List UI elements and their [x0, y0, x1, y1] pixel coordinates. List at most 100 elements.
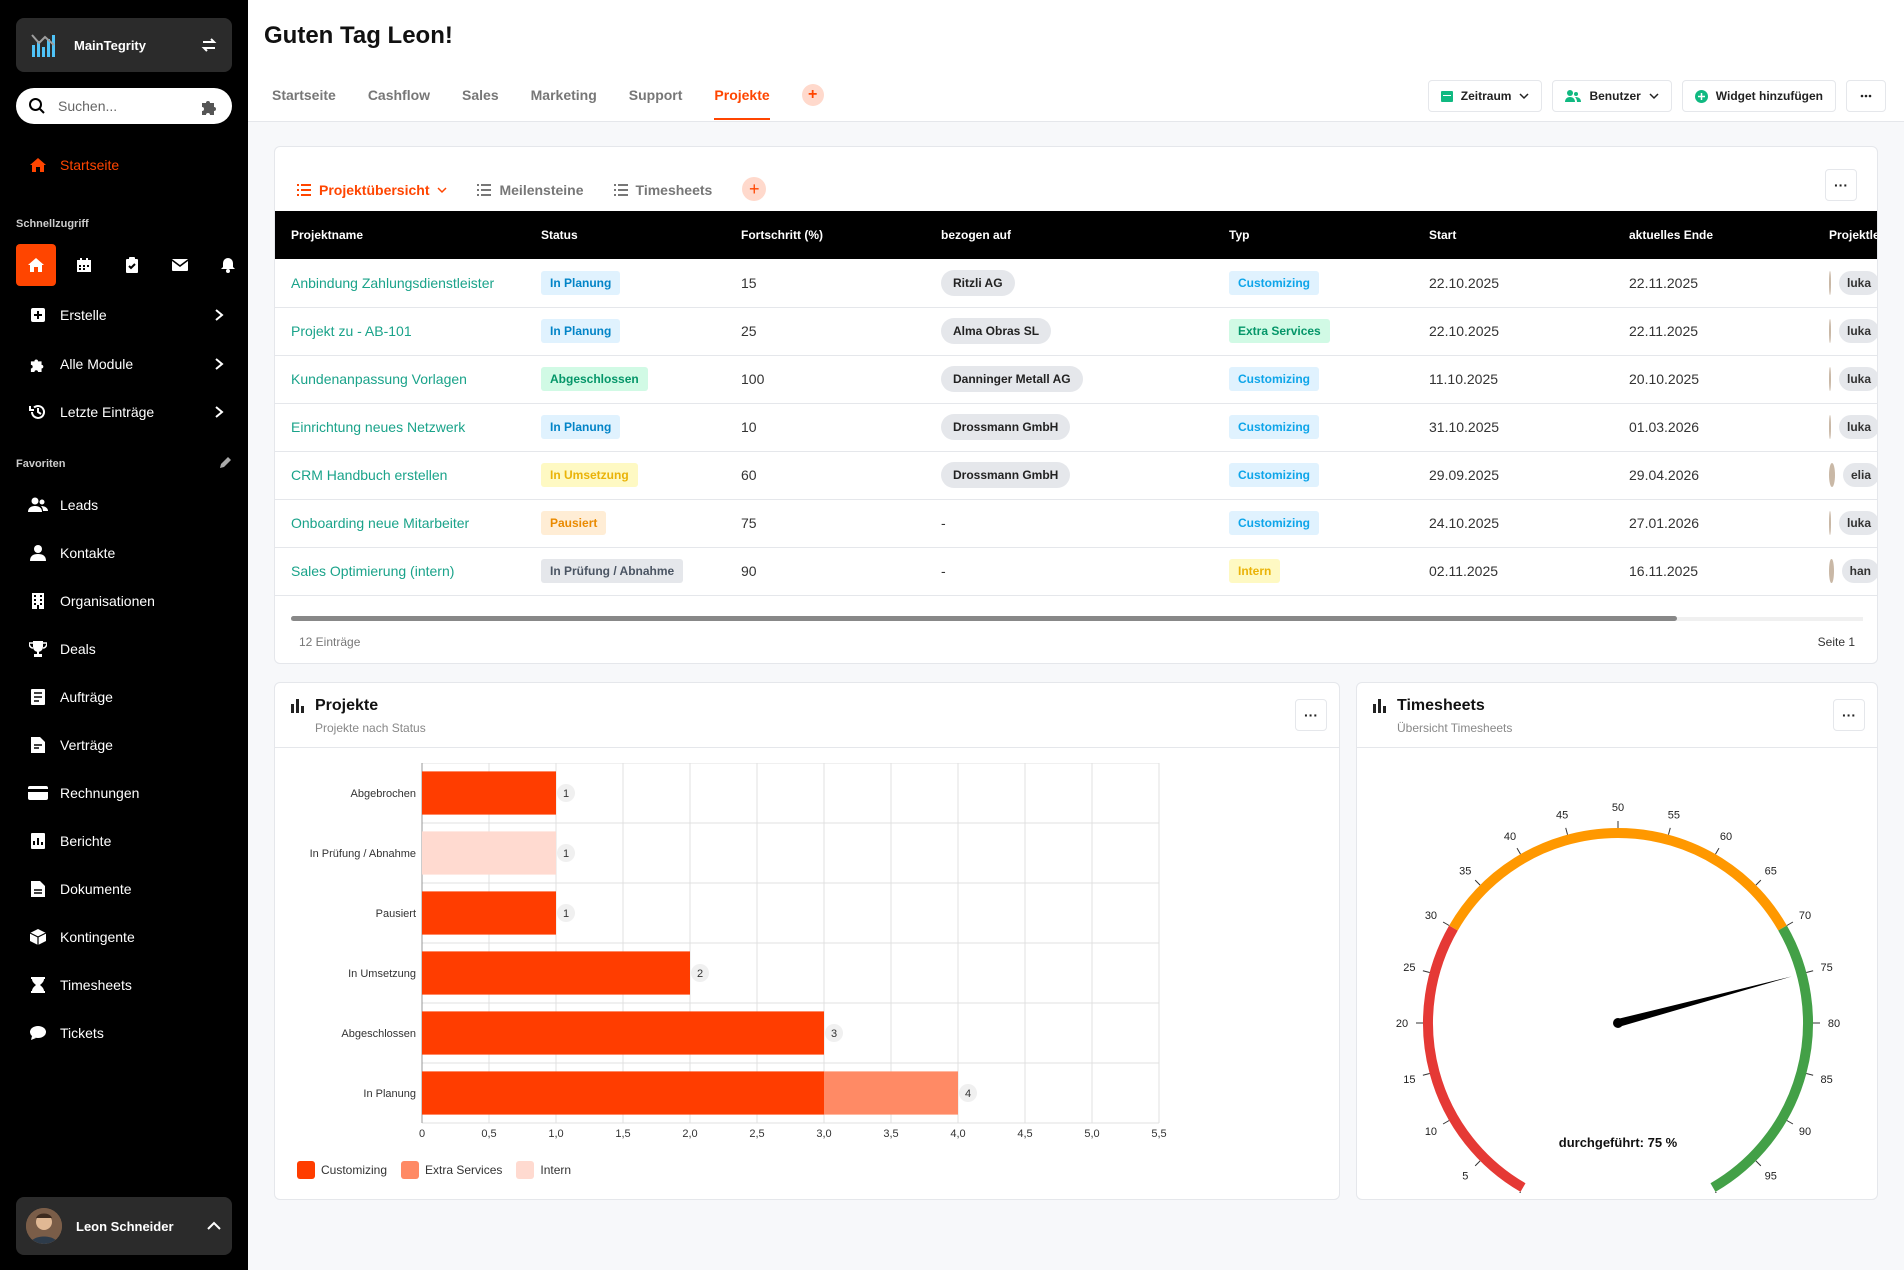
- horizontal-scrollbar[interactable]: [279, 615, 1875, 623]
- chart-more-button[interactable]: ···: [1295, 699, 1327, 731]
- chat-icon: [28, 1023, 48, 1043]
- sidebar-item-alle-module[interactable]: Alle Module: [16, 345, 232, 383]
- sidebar-item-vertraege[interactable]: Verträge: [16, 726, 232, 764]
- add-widget-button[interactable]: Widget hinzufügen: [1681, 80, 1836, 112]
- sidebar-item-organisationen[interactable]: Organisationen: [16, 582, 232, 620]
- legend-item[interactable]: Extra Services: [401, 1161, 502, 1179]
- bar-segment[interactable]: [422, 1071, 824, 1115]
- sidebar-item-erstelle[interactable]: Erstelle: [16, 296, 232, 334]
- quick-notifications-button[interactable]: [208, 244, 248, 286]
- bar-segment[interactable]: [422, 951, 690, 995]
- benutzer-button[interactable]: Benutzer: [1552, 80, 1672, 112]
- chevron-up-icon[interactable]: [206, 1218, 222, 1234]
- sidebar-item-rechnungen[interactable]: Rechnungen: [16, 774, 232, 812]
- tab-cashflow[interactable]: Cashflow: [367, 87, 431, 103]
- quick-calendar-button[interactable]: [64, 244, 104, 286]
- column-header[interactable]: Projektname: [275, 211, 525, 259]
- add-widget-tab-button[interactable]: +: [742, 177, 767, 201]
- tab-meilensteine[interactable]: Meilensteine: [477, 171, 584, 209]
- pencil-icon[interactable]: [218, 456, 232, 470]
- related-org-pill[interactable]: Danninger Metall AG: [941, 366, 1083, 392]
- project-name-link[interactable]: CRM Handbuch erstellen: [275, 451, 525, 500]
- column-header[interactable]: Status: [525, 211, 725, 259]
- table-row[interactable]: Anbindung Zahlungsdienstleister In Planu…: [275, 259, 1877, 308]
- bar-segment[interactable]: [422, 831, 556, 875]
- project-lead[interactable]: elia: [1842, 463, 1877, 487]
- puzzle-icon[interactable]: [200, 97, 220, 115]
- quick-mail-button[interactable]: [160, 244, 200, 286]
- table-row[interactable]: Sales Optimierung (intern) In Prüfung / …: [275, 547, 1877, 596]
- legend-item[interactable]: Intern: [516, 1161, 571, 1179]
- project-name-link[interactable]: Kundenanpassung Vorlagen: [275, 355, 525, 404]
- x-tick-label: 5,5: [1151, 1128, 1166, 1140]
- bar-segment[interactable]: [422, 891, 556, 935]
- column-header[interactable]: Typ: [1213, 211, 1413, 259]
- quick-home-button[interactable]: [16, 244, 56, 286]
- table-row[interactable]: Onboarding neue Mitarbeiter Pausiert 75 …: [275, 499, 1877, 548]
- project-name-link[interactable]: Anbindung Zahlungsdienstleister: [275, 259, 525, 308]
- project-name-link[interactable]: Sales Optimierung (intern): [275, 547, 525, 596]
- tab-timesheets[interactable]: Timesheets: [613, 171, 712, 209]
- project-lead[interactable]: luka: [1838, 415, 1877, 439]
- tab-projekte[interactable]: Projekte: [714, 76, 770, 120]
- pagination[interactable]: Seite 1: [1817, 635, 1855, 649]
- project-name-link[interactable]: Projekt zu - AB-101: [275, 307, 525, 356]
- chevron-right-icon: [215, 406, 224, 418]
- column-header[interactable]: Fortschritt (%): [725, 211, 925, 259]
- widget-more-button[interactable]: ···: [1825, 169, 1857, 201]
- column-header[interactable]: bezogen auf: [925, 211, 1213, 259]
- project-lead[interactable]: han: [1841, 559, 1877, 583]
- sidebar-item-auftraege[interactable]: Aufträge: [16, 678, 232, 716]
- quick-tasks-button[interactable]: [112, 244, 152, 286]
- project-lead[interactable]: luka: [1838, 319, 1877, 343]
- tab-startseite[interactable]: Startseite: [272, 87, 336, 103]
- add-tab-button[interactable]: +: [801, 84, 824, 106]
- project-lead[interactable]: luka: [1838, 511, 1877, 535]
- table-row[interactable]: Kundenanpassung Vorlagen Abgeschlossen 1…: [275, 355, 1877, 404]
- legend-item[interactable]: Customizing: [297, 1161, 387, 1179]
- project-name-link[interactable]: Onboarding neue Mitarbeiter: [275, 499, 525, 548]
- table-row[interactable]: CRM Handbuch erstellen In Umsetzung 60 D…: [275, 451, 1877, 500]
- sidebar-item-letzte-eintraege[interactable]: Letzte Einträge: [16, 393, 232, 431]
- scrollbar-thumb[interactable]: [291, 616, 1677, 621]
- sidebar-item-tickets[interactable]: Tickets: [16, 1014, 232, 1052]
- user-menu[interactable]: Leon Schneider: [16, 1197, 232, 1255]
- tab-marketing[interactable]: Marketing: [530, 87, 597, 103]
- tab-label: Meilensteine: [499, 182, 584, 198]
- column-header[interactable]: aktuelles Ende: [1613, 211, 1813, 259]
- column-header[interactable]: Projektleiter: [1813, 211, 1877, 259]
- sidebar-item-dokumente[interactable]: Dokumente: [16, 870, 232, 908]
- bar-segment[interactable]: [824, 1071, 958, 1115]
- sidebar-item-deals[interactable]: Deals: [16, 630, 232, 668]
- sidebar-item-startseite[interactable]: Startseite: [16, 146, 232, 184]
- project-lead[interactable]: luka: [1838, 367, 1877, 391]
- sidebar-item-berichte[interactable]: Berichte: [16, 822, 232, 860]
- tab-support[interactable]: Support: [628, 87, 683, 103]
- sidebar-item-leads[interactable]: Leads: [16, 486, 232, 524]
- table-row[interactable]: Einrichtung neues Netzwerk In Planung 10…: [275, 403, 1877, 452]
- related-org-pill[interactable]: Alma Obras SL: [941, 318, 1052, 344]
- project-lead[interactable]: luka: [1838, 270, 1877, 295]
- zeitraum-button[interactable]: Zeitraum: [1427, 80, 1543, 112]
- bar-segment[interactable]: [422, 1011, 824, 1055]
- table-row[interactable]: Projekt zu - AB-101 In Planung 25 Alma O…: [275, 307, 1877, 356]
- project-name-link[interactable]: Einrichtung neues Netzwerk: [275, 403, 525, 452]
- benutzer-label: Benutzer: [1589, 89, 1641, 103]
- related-org-pill[interactable]: Ritzli AG: [941, 269, 1015, 296]
- column-header[interactable]: Start: [1413, 211, 1613, 259]
- related-org-pill[interactable]: Drossmann GmbH: [941, 462, 1071, 488]
- sidebar-item-kontingente[interactable]: Kontingente: [16, 918, 232, 956]
- search-input[interactable]: [58, 98, 200, 114]
- gauge-more-button[interactable]: ···: [1833, 699, 1865, 731]
- more-options-button[interactable]: [1846, 80, 1886, 112]
- tab-projektuebersicht[interactable]: Projektübersicht: [294, 171, 452, 213]
- brand-switcher[interactable]: MainTegrity: [16, 18, 232, 72]
- bar-segment[interactable]: [422, 771, 556, 815]
- swap-icon[interactable]: [200, 36, 218, 54]
- search-box[interactable]: [16, 88, 232, 124]
- progress-value: 25: [725, 307, 925, 356]
- tab-sales[interactable]: Sales: [462, 87, 499, 103]
- related-org-pill[interactable]: Drossmann GmbH: [941, 414, 1071, 440]
- sidebar-item-kontakte[interactable]: Kontakte: [16, 534, 232, 572]
- sidebar-item-timesheets[interactable]: Timesheets: [16, 966, 232, 1004]
